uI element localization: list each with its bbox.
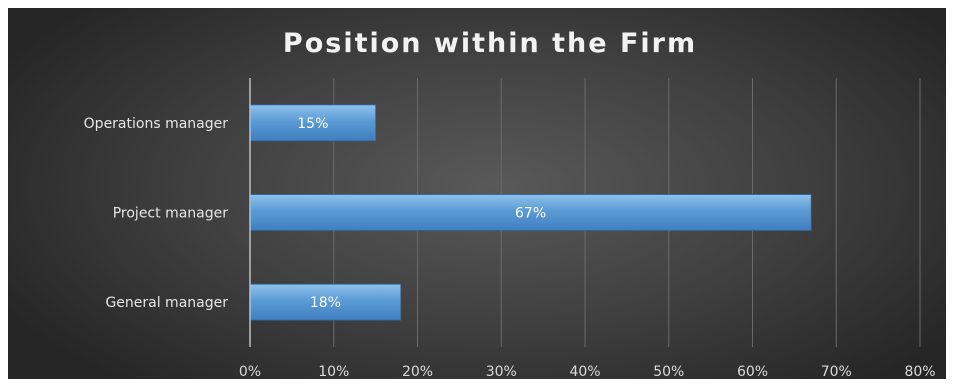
bar-1	[249, 194, 812, 231]
category-label-0: Operations manager	[84, 116, 229, 132]
data-label-0: 15%	[297, 116, 328, 132]
data-label-1: 67%	[515, 206, 546, 222]
x-tick-label-70: 70%	[821, 364, 852, 380]
category-label-2: General manager	[105, 295, 228, 311]
x-tick-label-0: 0%	[239, 364, 261, 380]
chart-title: Position within the Firm	[283, 28, 697, 59]
axes: 0% 10% 20% 30% 40% 50% 60% 70% 80% Operations man…	[84, 78, 936, 380]
x-tick-label-40: 40%	[569, 364, 600, 380]
x-tick-label-30: 30%	[486, 364, 517, 380]
category-label-1: Project manager	[113, 206, 229, 222]
data-label-2: 18%	[310, 295, 341, 311]
bars: 15% 67% 18%	[249, 104, 812, 321]
x-tick-label-10: 10%	[318, 364, 349, 380]
x-tick-label-50: 50%	[653, 364, 684, 380]
chart-background	[8, 8, 946, 379]
x-tick-label-80: 80%	[904, 364, 935, 380]
x-tick-label-60: 60%	[737, 364, 768, 380]
x-tick-label-20: 20%	[402, 364, 433, 380]
bar-0	[249, 104, 377, 142]
